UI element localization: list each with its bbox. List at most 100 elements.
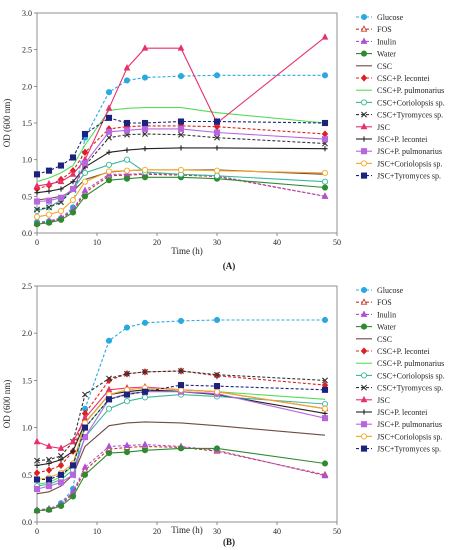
panel-b-legend-item: CSC: [356, 335, 392, 344]
panel-a-legend-label: JSC+Tyromyces sp.: [377, 172, 441, 181]
panel-b-legend-label: Water: [377, 323, 396, 332]
panel-a-legend-item: Inulin: [356, 37, 396, 46]
panel-b-series-line: [36, 421, 326, 495]
panel-a-legend-marker: [360, 172, 368, 179]
panel-b-legend-item: Inulin: [356, 310, 396, 319]
panel-a-legend-item: Water: [356, 50, 396, 59]
panel-a-legend-marker: [360, 99, 368, 106]
panel-b-data-point: [69, 471, 77, 478]
panel-a-legend-item: JSC+P. lecontei: [356, 135, 428, 144]
panel-a-data-point: [81, 169, 89, 176]
panel-b-data-point: [214, 371, 220, 378]
panel-b-legend-item: Water: [356, 323, 396, 332]
panel-a-legend-marker: [360, 50, 368, 57]
panel-b-data-point: [213, 316, 221, 324]
panel-a-data-point: [46, 204, 52, 211]
panel-a-data-point: [33, 198, 41, 205]
panel-a-data-point: [45, 167, 53, 174]
panel-a-data-point: [106, 149, 112, 155]
panel-b-data-point: [46, 460, 52, 467]
panel-a-data-point: [214, 134, 220, 141]
panel-a-x-tick-label: 30: [213, 238, 221, 247]
panel-a-legend-item: CSC: [356, 62, 392, 71]
panel-a-data-point: [105, 89, 113, 96]
panel-b-legend-marker: [360, 310, 368, 317]
panel-b-data-point: [105, 376, 113, 385]
panel-a-series-10: [33, 33, 329, 189]
panel-b-data-point: [141, 388, 149, 395]
panel-b-data-point: [124, 370, 130, 377]
panel-a-legend-marker: [360, 122, 368, 130]
panel-a-legend-label: CSC+P. lecontei: [377, 74, 430, 83]
panel-b-legend-label: JSC+Tyromyces sp.: [377, 445, 441, 454]
panel-a-data-point: [141, 125, 149, 132]
panel-b-data-point: [105, 337, 113, 344]
panel-a-y-tick-label: 0.0: [22, 229, 32, 238]
panel-a-data-point: [81, 193, 89, 200]
panel-b-legend-item: JSC+P. pulmonarius: [356, 420, 442, 429]
panel-b-data-point: [57, 502, 65, 510]
panel-a-y-tick-label: 3.0: [22, 9, 32, 18]
panel-a-legend-marker: [360, 37, 368, 44]
panel-b-y-tick-label: 2.0: [22, 329, 32, 338]
panel-a-data-point: [105, 114, 113, 121]
panel-a-x-tick-label: 10: [93, 238, 101, 247]
panel-b-data-point: [141, 319, 149, 326]
panel-a-data-point: [213, 129, 221, 136]
panel-a-series-line: [36, 173, 326, 225]
panel-b-legend-label: JSC+P. lecontei: [377, 408, 428, 417]
panel-b-legend-item: CSC+P. pulmonarius: [356, 359, 444, 368]
panel-b-legend: Glucose FOS Inulin Water CSC CSC+P. lecontei C…: [356, 286, 445, 454]
panel-b-data-point: [46, 456, 52, 463]
panel-a-label: (A): [223, 261, 236, 271]
panel-b-data-point: [141, 440, 149, 448]
panel-b-legend-marker: [360, 433, 368, 440]
panel-a-x-tick-label: 20: [153, 238, 161, 247]
panel-a-data-point: [142, 131, 148, 137]
panel-b-data-point: [57, 444, 65, 451]
panel-a-series-line: [36, 173, 326, 224]
panel-b-data-point: [57, 471, 65, 478]
panel-b-data-point: [123, 449, 131, 456]
panel-b-data-point: [123, 398, 131, 405]
panel-b-data-point: [141, 447, 149, 454]
panel-a-data-point: [106, 134, 112, 141]
panel-b-y-tick-label: 1.0: [22, 424, 32, 433]
panel-a-data-point: [81, 130, 89, 138]
panel-b-data-point: [33, 485, 41, 493]
panel-a-y-tick-label: 1.0: [22, 156, 32, 165]
panel-b-series-line: [36, 389, 326, 485]
panel-b-data-point: [81, 433, 89, 441]
panel-b-x-tick-label: 40: [273, 527, 281, 536]
panel-a-data-point: [124, 147, 130, 153]
panel-a-legend-item: JSC+P. pulmonarius: [356, 147, 442, 156]
panel-b-data-point: [105, 396, 113, 403]
panel-b-legend-label: FOS: [377, 298, 392, 307]
panel-a-data-point: [33, 182, 41, 189]
panel-b-data-point: [69, 437, 77, 445]
panel-b-data-point: [106, 375, 112, 382]
panel-a-legend-marker: [360, 74, 368, 82]
panel-a-legend-marker: [361, 111, 367, 118]
panel-b-data-point: [58, 452, 64, 459]
panel-a-data-point: [123, 175, 131, 182]
panel-a-data-point: [69, 209, 77, 216]
panel-a-legend-marker: [360, 160, 368, 167]
panel-b-chart: 0.0 0.5 1.0 1.5 2.0 2.5 0 10 20 30 40 50 OD (600 nm…: [2, 282, 445, 547]
panel-b-series-7: [36, 389, 326, 485]
panel-a-data-point: [81, 148, 89, 157]
panel-a-y-axis-label: OD (600 nm): [2, 99, 12, 148]
panel-b-data-point: [34, 457, 40, 464]
panel-b-data-point: [321, 460, 329, 467]
panel-b-data-point: [105, 442, 113, 449]
panel-a-data-point: [213, 167, 221, 174]
panel-b-legend-marker: [360, 298, 368, 305]
panel-b-legend-item: JSC+Coriolopsis sp.: [356, 432, 442, 441]
panel-a-data-point: [214, 145, 220, 151]
panel-b-data-point: [322, 377, 328, 384]
panel-b-y-tick-label: 1.5: [22, 376, 32, 385]
panel-a-data-point: [123, 77, 131, 84]
panel-a-legend-label: Water: [377, 50, 396, 59]
panel-a-series-14: [33, 114, 329, 178]
panel-b-data-point: [57, 461, 65, 470]
